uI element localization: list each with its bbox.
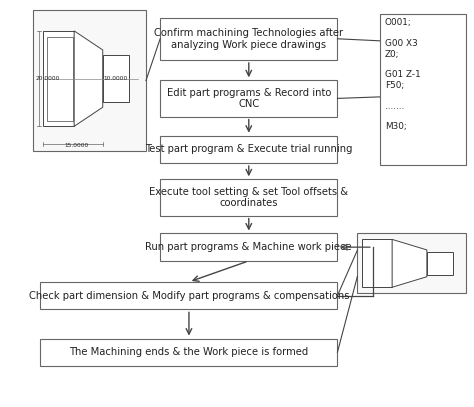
Polygon shape [392,239,427,287]
Text: 10.0000: 10.0000 [103,76,128,81]
Text: Execute tool setting & set Tool offsets &
coordinates: Execute tool setting & set Tool offsets … [149,187,348,208]
Bar [160,18,337,60]
Text: Edit part programs & Record into
CNC: Edit part programs & Record into CNC [166,88,331,109]
Bar [160,233,337,261]
Text: The Machining ends & the Work piece is formed: The Machining ends & the Work piece is f… [69,347,309,357]
Bar [160,179,337,216]
Bar [357,233,466,293]
Bar [160,136,337,163]
Bar [43,31,74,126]
Bar [160,80,337,116]
Bar [380,13,466,165]
Text: 15.0000: 15.0000 [64,143,88,148]
Bar [40,282,337,309]
Bar [46,37,73,120]
Text: Confirm machining Technologies after
analyzing Work piece drawings: Confirm machining Technologies after ana… [154,28,343,50]
Text: Test part program & Execute trial running: Test part program & Execute trial runnin… [145,144,353,154]
Bar [362,239,392,287]
Bar [103,55,129,103]
Text: 20.0000: 20.0000 [36,76,60,81]
Polygon shape [74,31,103,126]
Text: Check part dimension & Modify part programs & compensations: Check part dimension & Modify part progr… [29,291,349,301]
Bar [33,10,146,151]
Text: Run part programs & Machine work piece: Run part programs & Machine work piece [146,242,352,252]
Text: O001;

G00 X3
Z0;

G01 Z-1
F50;

.......

M30;: O001; G00 X3 Z0; G01 Z-1 F50; ....... M3… [385,18,420,131]
Bar [40,339,337,366]
Bar [427,252,453,275]
